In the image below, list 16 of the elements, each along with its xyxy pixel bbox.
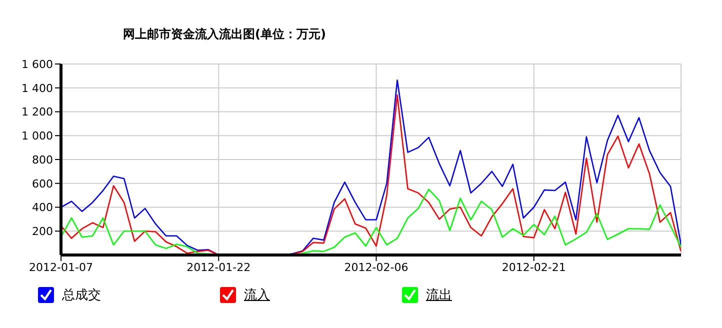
y-tick-label: 400 — [32, 201, 53, 214]
x-tick-label: 2012-02-06 — [344, 260, 408, 274]
x-tick-label: 2012-02-21 — [502, 260, 566, 274]
y-tick-label: 1 600 — [22, 58, 53, 71]
y-tick-label: 1 200 — [22, 106, 53, 119]
y-tick-label: 200 — [32, 225, 53, 238]
y-tick-label: 1 000 — [22, 130, 53, 143]
x-tick-label: 2012-01-22 — [186, 260, 251, 274]
legend-label: 总成交 — [62, 287, 101, 304]
y-tick-label: 800 — [32, 153, 53, 166]
y-tick-label: 600 — [32, 177, 53, 190]
chart-title: 网上邮市资金流入流出图(单位：万元) — [123, 26, 326, 43]
legend-label: 流入 — [244, 287, 270, 304]
x-tick-label: 2012-01-07 — [29, 260, 93, 274]
legend-label: 流出 — [426, 287, 452, 304]
y-tick-label: 1 400 — [22, 82, 53, 95]
